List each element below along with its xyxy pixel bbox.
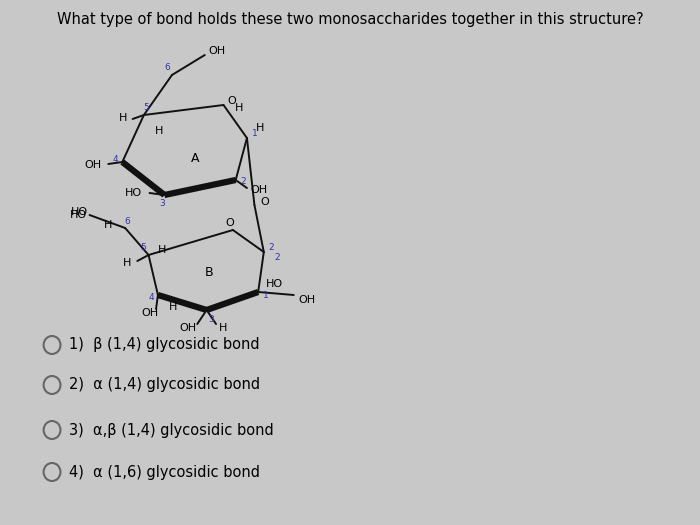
Text: 1: 1: [262, 290, 269, 299]
Text: B: B: [205, 267, 214, 279]
Text: 1)  β (1,4) glycosidic bond: 1) β (1,4) glycosidic bond: [69, 338, 260, 352]
Text: O: O: [260, 197, 269, 207]
Text: 3: 3: [159, 200, 164, 208]
Text: 4: 4: [113, 155, 118, 164]
Text: 2)  α (1,4) glycosidic bond: 2) α (1,4) glycosidic bond: [69, 377, 260, 393]
Text: OH: OH: [298, 295, 316, 305]
Text: 4: 4: [148, 292, 154, 301]
Text: H: H: [219, 323, 228, 333]
Text: H: H: [118, 113, 127, 123]
Text: OH: OH: [142, 308, 159, 318]
Text: H: H: [158, 245, 166, 255]
Text: 6: 6: [164, 64, 170, 72]
Text: 3)  α,β (1,4) glycosidic bond: 3) α,β (1,4) glycosidic bond: [69, 423, 274, 437]
Text: A: A: [191, 152, 200, 164]
Text: H: H: [256, 123, 265, 133]
Text: H: H: [104, 220, 113, 230]
Text: OH: OH: [85, 160, 102, 170]
Text: 4)  α (1,6) glycosidic bond: 4) α (1,6) glycosidic bond: [69, 465, 260, 479]
Text: HO: HO: [69, 210, 87, 220]
Text: HO: HO: [125, 188, 142, 198]
Text: H: H: [155, 126, 163, 136]
Text: H: H: [234, 103, 243, 113]
Text: 2: 2: [269, 243, 274, 251]
Text: 6: 6: [124, 217, 130, 226]
Text: 5: 5: [140, 244, 146, 253]
Text: 1: 1: [251, 129, 258, 138]
Text: H: H: [123, 258, 132, 268]
Text: What type of bond holds these two monosaccharides together in this structure?: What type of bond holds these two monosa…: [57, 12, 643, 27]
Text: 3: 3: [209, 314, 214, 323]
Text: 2: 2: [274, 254, 280, 262]
Text: HO: HO: [71, 207, 88, 217]
Text: 2: 2: [240, 177, 246, 186]
Text: OH: OH: [251, 185, 268, 195]
Text: HO: HO: [266, 279, 283, 289]
Text: H: H: [169, 302, 177, 312]
Text: O: O: [225, 218, 234, 228]
Text: OH: OH: [179, 323, 197, 333]
Text: OH: OH: [209, 46, 225, 56]
Text: O: O: [228, 96, 236, 106]
Text: 5: 5: [143, 103, 148, 112]
